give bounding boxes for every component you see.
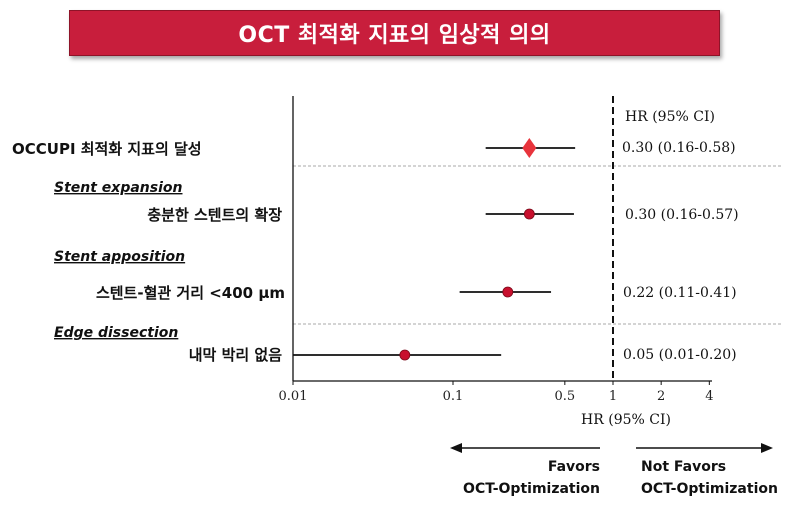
x-axis-label: HR (95% CI)	[581, 412, 671, 428]
page-title: OCT 최적화 지표의 임상적 의의	[238, 23, 551, 48]
group-label: Stent expansion	[54, 180, 183, 196]
favors-left-arrowhead	[450, 443, 462, 453]
hr-value-text: 0.05 (0.01-0.20)	[623, 347, 737, 363]
favors-right-arrowhead	[761, 443, 773, 453]
x-tick-label: 0.01	[279, 389, 308, 404]
title-banner: OCT 최적화 지표의 임상적 의의	[69, 10, 720, 56]
x-tick-label: 2	[657, 389, 665, 404]
hr-value-text: 0.30 (0.16-0.58)	[622, 140, 736, 156]
favors-right-line1: Not Favors	[641, 459, 726, 475]
row-label: 충분한 스텐트의 확장	[147, 206, 282, 224]
forest-marks	[293, 138, 576, 361]
favors-left-line1: Favors	[548, 459, 600, 475]
row-label: OCCUPI 최적화 지표의 달성	[12, 140, 202, 158]
row-label: 내막 박리 없음	[189, 346, 282, 364]
hr-column-header: HR (95% CI)	[625, 109, 715, 125]
hr-point-marker	[399, 349, 411, 361]
hr-point-marker	[502, 286, 514, 298]
hr-value-text: 0.30 (0.16-0.57)	[625, 207, 739, 223]
favors-left-line2: OCT-Optimization	[463, 481, 600, 497]
x-tick-label: 0.5	[554, 389, 575, 404]
group-label: Stent apposition	[54, 249, 185, 265]
group-label: Edge dissection	[54, 325, 178, 341]
hr-value-text: 0.22 (0.11-0.41)	[623, 285, 737, 301]
x-tick-label: 1	[609, 389, 617, 404]
row-label: 스텐트-혈관 거리 <400 μm	[96, 284, 285, 302]
x-tick-labels: 0.01 0.1 0.5 1 2 4	[279, 381, 713, 404]
hr-point-marker	[523, 208, 535, 220]
favors-right-line2: OCT-Optimization	[641, 481, 778, 497]
x-tick-label: 0.1	[443, 389, 464, 404]
hr-diamond-marker	[522, 138, 537, 158]
x-tick-label: 4	[705, 389, 713, 404]
